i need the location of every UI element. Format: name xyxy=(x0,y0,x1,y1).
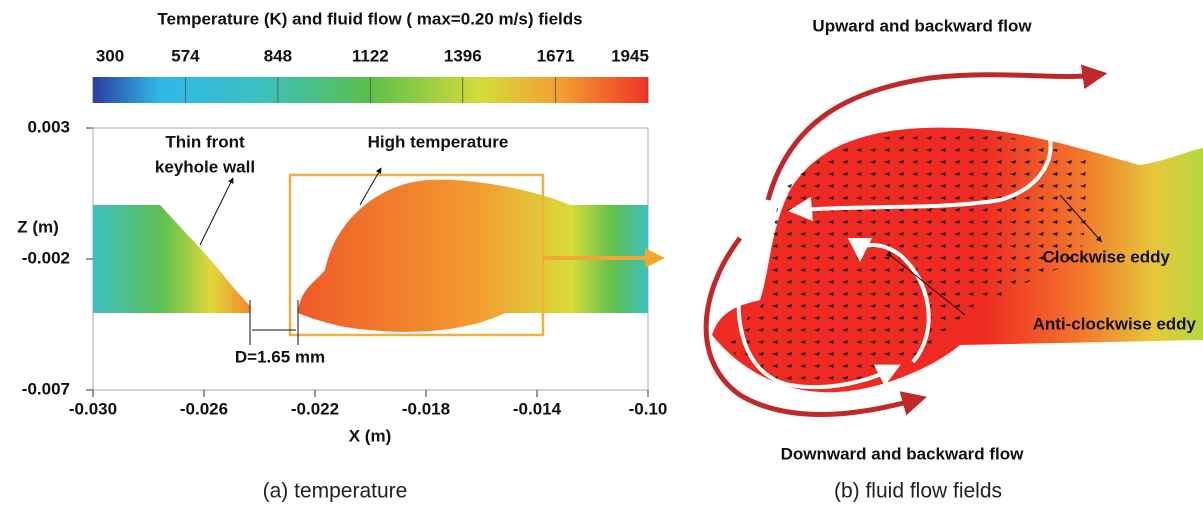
keyhole-wall xyxy=(93,205,250,313)
leader xyxy=(1059,194,1102,243)
panel-a-title: Temperature (K) and fluid flow ( max=0.2… xyxy=(157,9,582,28)
bottom-label: Downward and backward flow xyxy=(781,444,1025,463)
x-tick-label: -0.10 xyxy=(629,399,668,418)
x-tick-label: -0.026 xyxy=(180,399,228,418)
x-tick-label: -0.030 xyxy=(69,399,117,418)
colorbar-tick-label: 1945 xyxy=(611,46,649,65)
z-label: Z (m) xyxy=(17,217,59,236)
x-label: X (m) xyxy=(349,426,392,445)
x-tick-label: -0.022 xyxy=(291,399,339,418)
top-label: Upward and backward flow xyxy=(812,16,1032,35)
eddy-arrow xyxy=(848,237,931,364)
colorbar-tick-label: 1122 xyxy=(352,46,389,65)
wall-label: Thin front xyxy=(165,132,245,151)
colorbar-tick-label: 1396 xyxy=(444,46,482,65)
zoom-box xyxy=(288,173,545,337)
acw-label: Anti-clockwise eddy xyxy=(1033,314,1197,333)
eddy-arrow xyxy=(788,103,1053,221)
leader xyxy=(359,167,382,206)
hot-label: High temperature xyxy=(368,132,509,151)
x-tick-label: -0.014 xyxy=(513,399,562,418)
flow-arrow xyxy=(765,64,1108,201)
colorbar-tick-label: 300 xyxy=(96,46,124,65)
colorbar-tick-label: 1671 xyxy=(537,46,575,65)
gap-label: D=1.65 mm xyxy=(235,347,325,366)
z-tick-label: -0.002 xyxy=(22,248,70,267)
z-tick-label: -0.007 xyxy=(22,379,70,398)
cw-label: Clockwise eddy xyxy=(1042,247,1170,266)
wall-label: keyhole wall xyxy=(155,157,255,176)
caption: (a) temperature xyxy=(263,480,408,503)
leader xyxy=(885,250,966,316)
x-tick-label: -0.018 xyxy=(402,399,450,418)
flow-arrow xyxy=(703,236,928,417)
eddy-arrow xyxy=(736,261,901,390)
flow-vectors xyxy=(725,132,1095,388)
z-tick-label: 0.003 xyxy=(27,117,70,136)
leader xyxy=(199,177,234,246)
melt-pool xyxy=(298,179,648,332)
colorbar-tick-label: 574 xyxy=(171,46,200,65)
caption: (b) fluid flow fields xyxy=(834,480,1002,503)
colorbar-tick-label: 848 xyxy=(264,46,292,65)
